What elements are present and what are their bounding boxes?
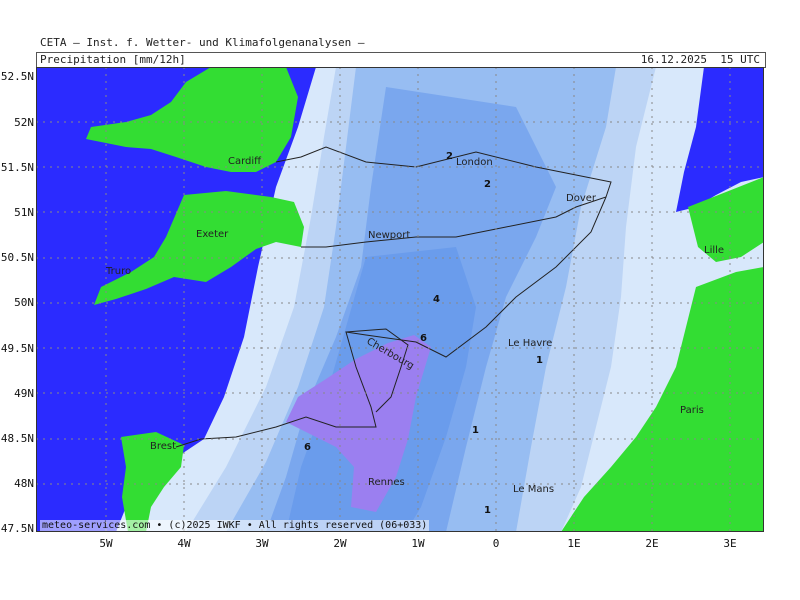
- land-belgium: [688, 177, 764, 262]
- city-lille: Lille: [704, 245, 724, 256]
- coastline-cotentin: [345, 328, 409, 413]
- graticule: [36, 67, 764, 532]
- lat-label: 49N: [14, 387, 34, 400]
- land-brittany-tip: [121, 432, 184, 532]
- city-paris: Paris: [680, 405, 704, 416]
- copyright-notice: meteo-services.com • (c)2025 IWKF • All …: [40, 520, 430, 531]
- contour-label-london-2b: 2: [484, 179, 491, 190]
- lon-label: 1E: [567, 537, 581, 550]
- precipitation-map: Cardiff London Dover Exeter Newport Lill…: [36, 67, 764, 532]
- city-cardiff: Cardiff: [228, 156, 262, 167]
- lat-label: 48N: [14, 477, 34, 490]
- lon-label: 5W: [99, 537, 113, 550]
- city-truro: Truro: [105, 266, 131, 277]
- contour-label-london-2a: 2: [446, 151, 453, 162]
- lon-label: 3E: [723, 537, 737, 550]
- city-le-havre: Le Havre: [508, 338, 552, 349]
- lon-label: 1W: [411, 537, 425, 550]
- lat-label: 51N: [14, 206, 34, 219]
- city-london: London: [456, 157, 493, 168]
- coastline-france: [175, 196, 607, 448]
- contour-label-1-lehavre: 1: [536, 355, 543, 366]
- lat-label: 51.5N: [0, 161, 34, 174]
- lat-label: 50.5N: [0, 251, 34, 264]
- contour-label-6-north: 6: [420, 333, 427, 344]
- lon-label: 2E: [645, 537, 659, 550]
- map-frame: [36, 67, 764, 532]
- sea-west: [36, 67, 316, 532]
- lat-label: 52N: [14, 116, 34, 129]
- contour-label-6-south: 6: [304, 442, 311, 453]
- land-east-france: [561, 267, 764, 532]
- lat-label: 50N: [14, 296, 34, 309]
- lat-label: 49.5N: [0, 342, 34, 355]
- lon-label: 2W: [333, 537, 347, 550]
- parameter-label: Precipitation [mm/12h]: [40, 53, 186, 66]
- city-le-mans: Le Mans: [513, 484, 554, 495]
- contour-label-1-center: 1: [472, 425, 479, 436]
- city-rennes: Rennes: [368, 477, 405, 488]
- lat-label: 52.5N: [0, 70, 34, 83]
- city-brest: Brest: [150, 441, 176, 452]
- precip-max-6: [286, 335, 431, 512]
- city-newport: Newport: [368, 230, 410, 241]
- contour-label-1-south: 1: [484, 505, 491, 516]
- lon-label: 0: [492, 537, 500, 550]
- coastline-england: [275, 146, 612, 248]
- city-exeter: Exeter: [196, 229, 229, 240]
- lat-label: 47.5N: [0, 522, 34, 535]
- sea-northeast: [676, 67, 764, 212]
- valid-time-label: 16.12.2025 15 UTC: [640, 53, 760, 66]
- contour-label-4: 4: [433, 294, 440, 305]
- lon-label: 3W: [255, 537, 269, 550]
- chart-title: CETA — Inst. f. Wetter- und Klimafolgena…: [40, 36, 365, 49]
- lon-label: 4W: [177, 537, 191, 550]
- city-dover: Dover: [566, 193, 597, 204]
- land-southwest-england: [94, 191, 304, 305]
- lat-label: 48.5N: [0, 432, 34, 445]
- land-wales: [86, 67, 298, 172]
